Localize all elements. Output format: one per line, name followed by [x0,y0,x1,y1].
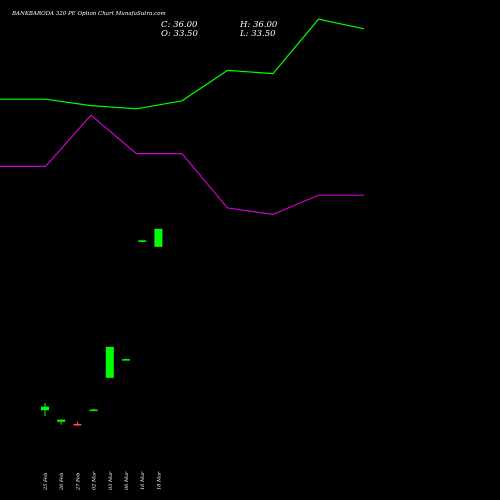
candle-5 [122,358,130,361]
x-axis-labels: 25 Feb 26 Feb 27 Feb 02 Mar 03 Mar 06 Mar 16 M… [43,471,162,491]
candle-body [89,409,98,412]
close-value: C: 36.00 [161,20,198,30]
indicator-line-0 [0,18,365,110]
candle-body [138,240,147,242]
candle-body [57,419,66,422]
candle-body [122,359,130,361]
x-tick-label: 06 Mar [124,471,130,490]
candle-1 [57,419,66,425]
x-tick-label: 27 Feb [75,473,81,491]
candle-7 [154,228,163,247]
candle-body [154,228,163,247]
candle-0 [41,403,49,416]
candle-4 [105,346,114,378]
high-value: H: 36.00 [239,20,278,30]
x-tick-label: 18 Mar [156,471,162,490]
candle-2 [73,421,82,427]
indicator-lines [0,18,365,216]
x-tick-label: 25 Feb [43,473,49,491]
low-value: L: 33.50 [239,29,276,39]
x-tick-label: 26 Feb [59,473,65,491]
x-tick-label: 16 Mar [140,471,146,490]
candle-body [73,423,82,426]
candlesticks [41,228,163,427]
x-tick-label: 02 Mar [92,471,98,490]
indicator-line-1 [0,114,364,216]
candle-3 [89,408,98,412]
candle-body [105,346,114,378]
x-tick-label: 03 Mar [108,471,114,490]
chart-title: BANKBARODA 320 PE Option Chart MunafaSut… [11,11,166,17]
candle-6 [138,239,147,242]
open-value: O: 33.50 [161,29,198,39]
candle-body [41,406,49,411]
